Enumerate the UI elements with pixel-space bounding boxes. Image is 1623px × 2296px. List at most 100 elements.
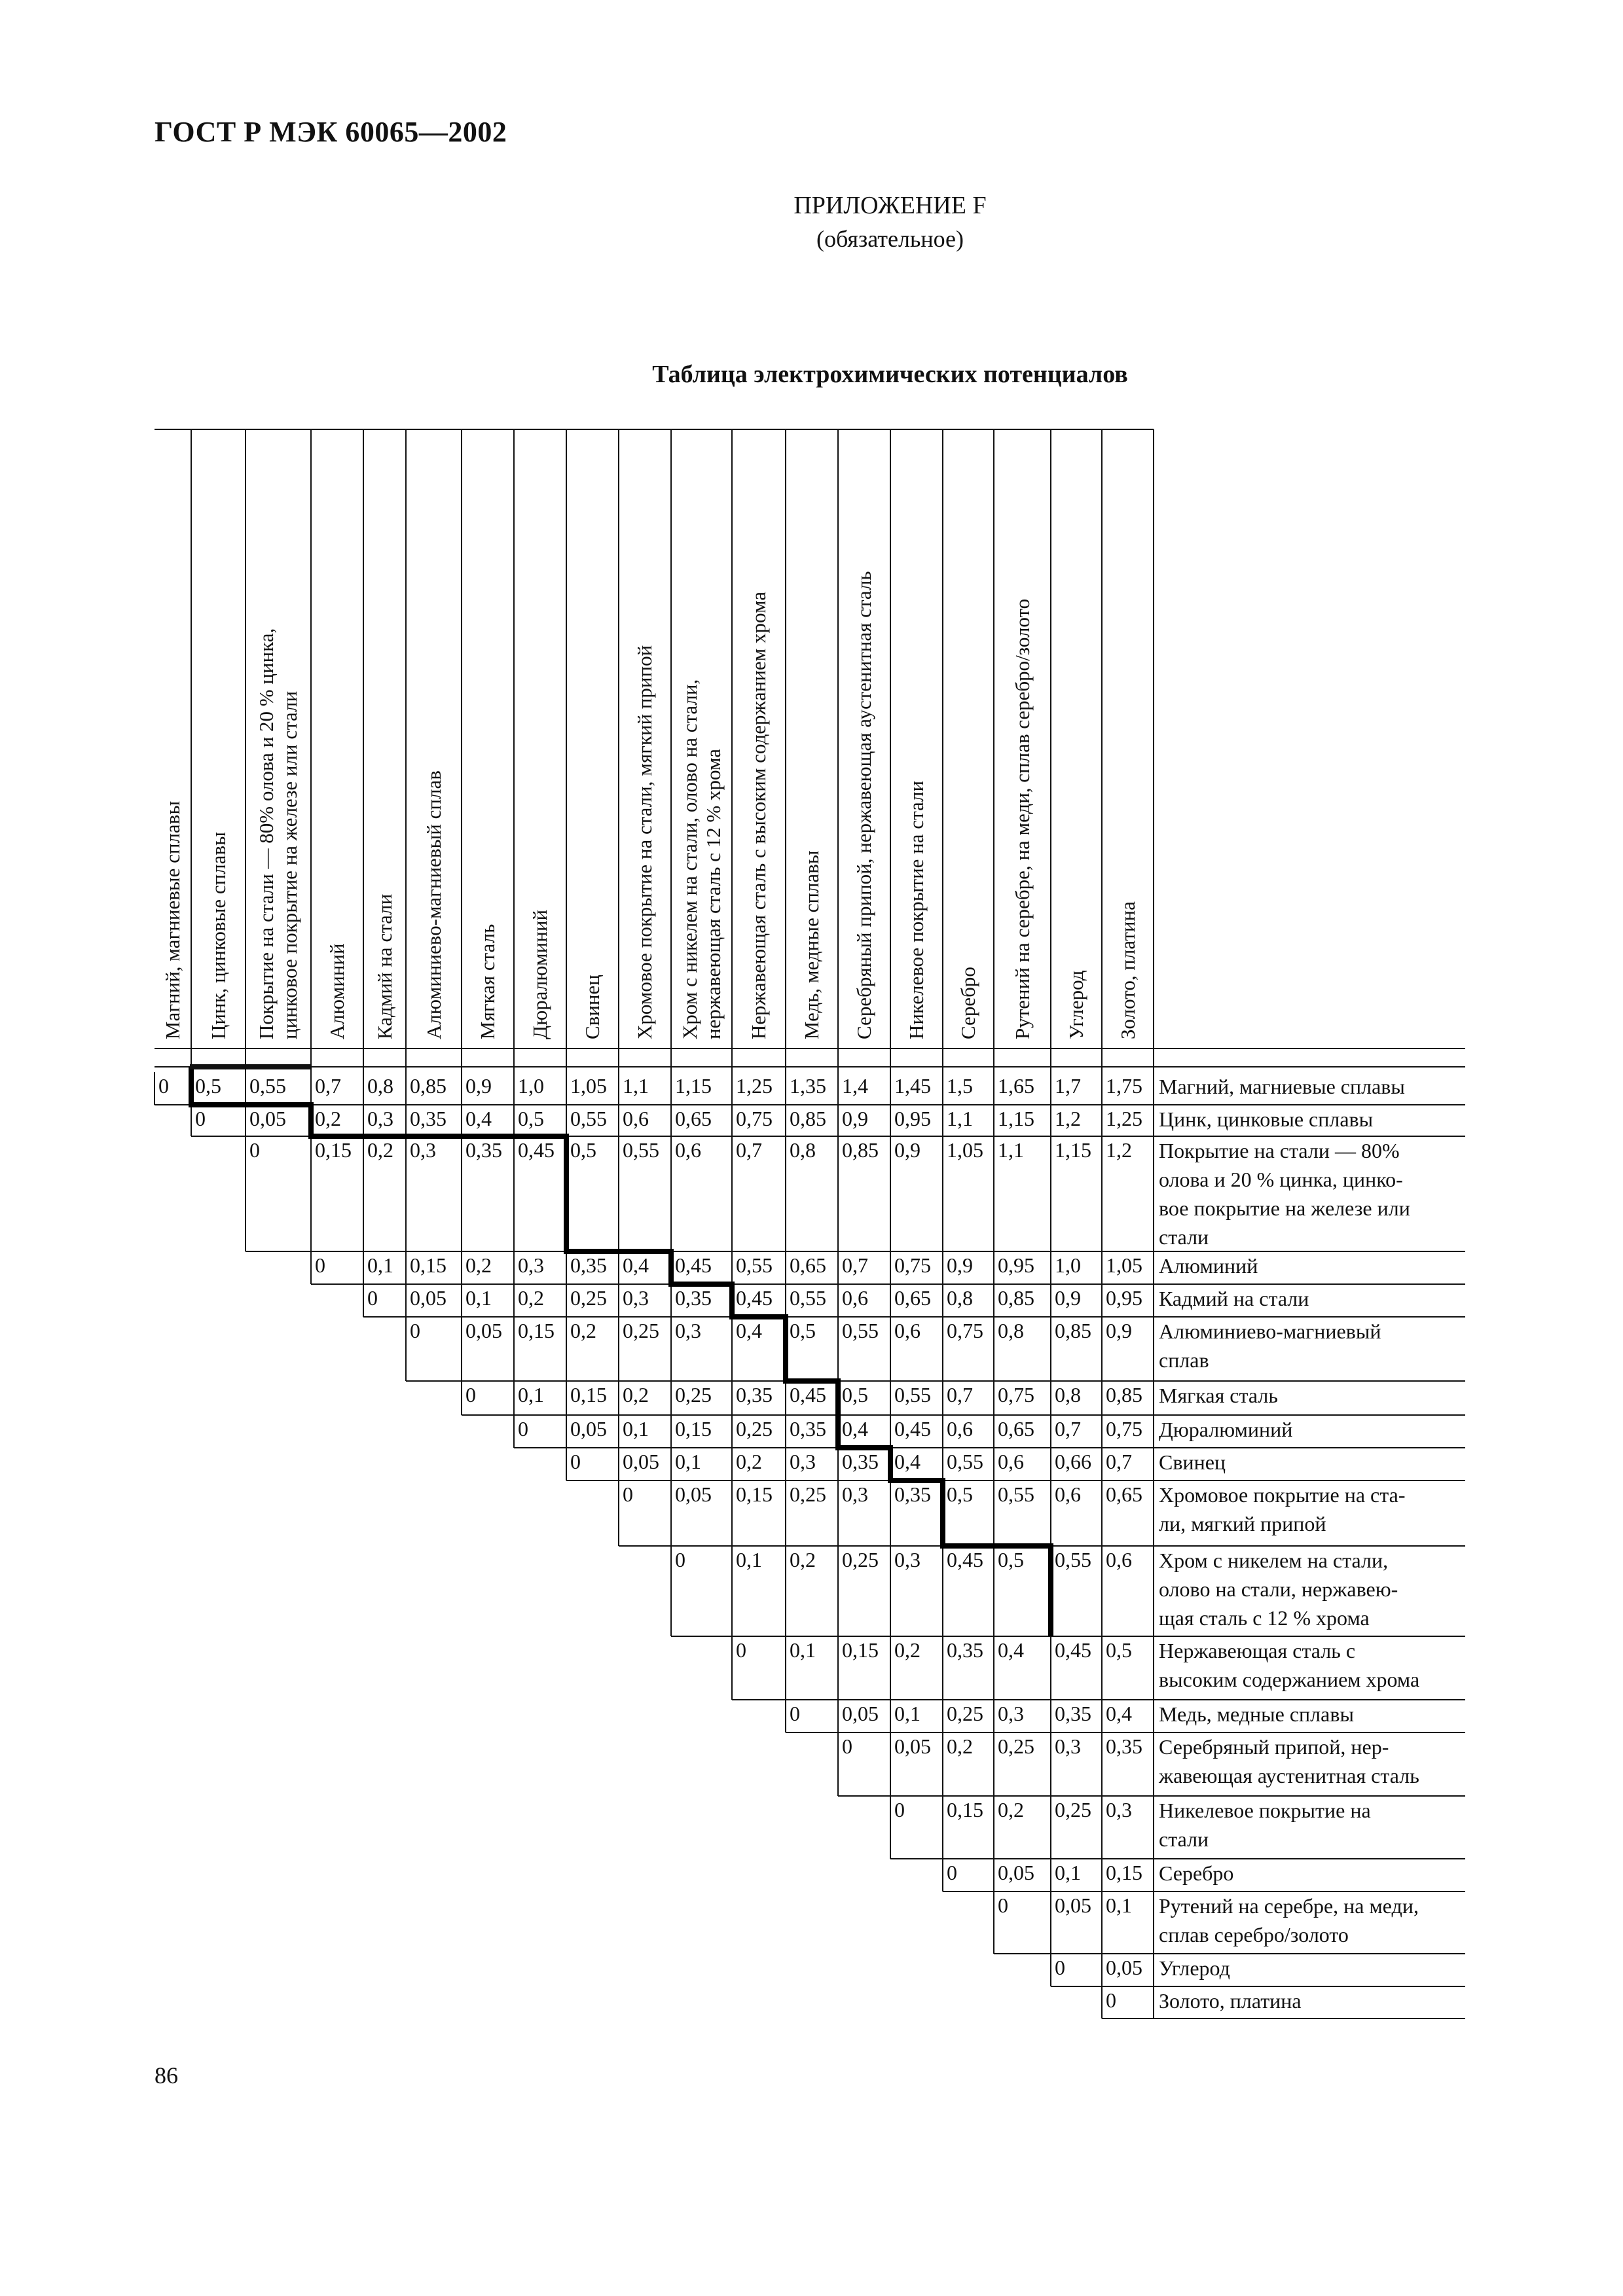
table-cell: 0,75 bbox=[947, 1319, 983, 1342]
table-cell: 0 bbox=[158, 1074, 169, 1098]
row-label: Свинец bbox=[1159, 1448, 1460, 1477]
table-cell: 0,05 bbox=[410, 1286, 447, 1310]
table-cell: 0,8 bbox=[998, 1319, 1024, 1342]
table-cell: 0,25 bbox=[623, 1319, 659, 1342]
table-cell: 0,55 bbox=[842, 1319, 879, 1342]
table-cell: 0,2 bbox=[518, 1286, 544, 1310]
table-cell: 0,25 bbox=[736, 1417, 773, 1441]
table-cell: 1,15 bbox=[1055, 1138, 1091, 1162]
table-cell: 0,35 bbox=[675, 1286, 712, 1310]
table-cell: 0,65 bbox=[998, 1417, 1034, 1441]
table-cell: 0,4 bbox=[842, 1417, 868, 1441]
table-cell: 1,45 bbox=[894, 1074, 931, 1098]
table-cell: 0,75 bbox=[1106, 1417, 1142, 1441]
table-cell: 0,05 bbox=[842, 1702, 879, 1725]
table-cell: 1,4 bbox=[842, 1074, 868, 1098]
table-cell: 1,05 bbox=[1106, 1253, 1142, 1277]
row-label: Золото, платина bbox=[1159, 1986, 1460, 2015]
column-header: Покрытие на стали — 80% олова и 20 % цин… bbox=[255, 628, 278, 1039]
table-cell: 1,1 bbox=[623, 1074, 649, 1098]
row-label-line: Углерод bbox=[1159, 1956, 1230, 1980]
table-cell: 0,4 bbox=[465, 1107, 492, 1130]
row-label-line: Магний, магниевые сплавы bbox=[1159, 1075, 1405, 1098]
table-cell: 0,85 bbox=[410, 1074, 447, 1098]
table-cell: 0,66 bbox=[1055, 1450, 1091, 1473]
table-cell: 1,1 bbox=[947, 1107, 973, 1130]
table-cell: 0,4 bbox=[998, 1638, 1024, 1662]
table-cell: 0,3 bbox=[518, 1253, 544, 1277]
table-cell: 0,6 bbox=[675, 1138, 701, 1162]
table-cell: 0,75 bbox=[894, 1253, 931, 1277]
table-cell: 0,1 bbox=[518, 1383, 544, 1407]
table-cell: 0,25 bbox=[790, 1482, 826, 1506]
table-cell: 1,15 bbox=[675, 1074, 712, 1098]
table-cell: 0,5 bbox=[947, 1482, 973, 1506]
column-header: Нержавеющая сталь с высоким содержанием … bbox=[747, 591, 770, 1039]
table-cell: 0 bbox=[842, 1734, 852, 1758]
table-cell: 0,8 bbox=[790, 1138, 816, 1162]
table-cell: 0,3 bbox=[410, 1138, 436, 1162]
table-cell: 0,2 bbox=[623, 1383, 649, 1407]
table-cell: 0,3 bbox=[894, 1548, 921, 1571]
column-header: Кадмий на стали bbox=[373, 893, 396, 1039]
column-header: Серебряный припой, нержавеющая аустенитн… bbox=[852, 571, 875, 1039]
table-cell: 0,35 bbox=[947, 1638, 983, 1662]
column-header: Серебро bbox=[957, 967, 979, 1039]
table-cell: 0,05 bbox=[675, 1482, 712, 1506]
table-cell: 0,5 bbox=[790, 1319, 816, 1342]
table-cell: 0,1 bbox=[736, 1548, 762, 1571]
table-cell: 0,05 bbox=[894, 1734, 931, 1758]
table-cell: 0,2 bbox=[790, 1548, 816, 1571]
table-cell: 0,6 bbox=[894, 1319, 921, 1342]
table-cell: 0,3 bbox=[623, 1286, 649, 1310]
table-cell: 0,15 bbox=[315, 1138, 352, 1162]
table-cell: 1,25 bbox=[1106, 1107, 1142, 1130]
table-cell: 0,1 bbox=[367, 1253, 393, 1277]
column-header: Цинк, цинковые сплавы bbox=[206, 832, 230, 1039]
row-label-line: Рутений на серебре, на меди, bbox=[1159, 1894, 1419, 1918]
table-cell: 0,6 bbox=[947, 1417, 973, 1441]
table-cell: 0,95 bbox=[1106, 1286, 1142, 1310]
table-cell: 0,85 bbox=[842, 1138, 879, 1162]
column-header: цинковое покрытие на железе или стали bbox=[278, 691, 301, 1039]
table-cell: 0,2 bbox=[315, 1107, 341, 1130]
table-cell: 1,0 bbox=[1055, 1253, 1081, 1277]
table-cell: 0,25 bbox=[842, 1548, 879, 1571]
row-label: Никелевое покрытие на стали bbox=[1159, 1796, 1460, 1854]
table-cell: 0,35 bbox=[1106, 1734, 1142, 1758]
table-cell: 0,65 bbox=[675, 1107, 712, 1130]
column-header: Дюралюминий bbox=[528, 909, 551, 1039]
table-cell: 0,1 bbox=[790, 1638, 816, 1662]
table-cell: 0,35 bbox=[465, 1138, 502, 1162]
table-cell: 0 bbox=[790, 1702, 800, 1725]
table-cell: 1,35 bbox=[790, 1074, 826, 1098]
table-cell: 0 bbox=[570, 1450, 581, 1473]
page-number: 86 bbox=[155, 2062, 178, 2089]
table-cell: 0,25 bbox=[947, 1702, 983, 1725]
row-label-line: Хром с никелем на стали, bbox=[1159, 1549, 1389, 1572]
table-cell: 0,15 bbox=[675, 1417, 712, 1441]
table-cell: 0,25 bbox=[998, 1734, 1034, 1758]
row-label: Хром с никелем на стали, олово на стали, … bbox=[1159, 1546, 1460, 1632]
table-cell: 0,55 bbox=[998, 1482, 1034, 1506]
row-label: Медь, медные сплавы bbox=[1159, 1700, 1460, 1729]
table-cell: 0,05 bbox=[1055, 1893, 1091, 1917]
row-label-line: Дюралюминий bbox=[1159, 1418, 1293, 1441]
table-cell: 0,55 bbox=[894, 1383, 931, 1407]
table-cell: 1,05 bbox=[570, 1074, 607, 1098]
table-cell: 0,35 bbox=[790, 1417, 826, 1441]
table-cell: 0,85 bbox=[1055, 1319, 1091, 1342]
table-cell: 0,5 bbox=[570, 1138, 596, 1162]
table-cell: 0,15 bbox=[518, 1319, 555, 1342]
annex-note: (обязательное) bbox=[816, 226, 964, 252]
column-header: Хром с никелем на стали, олово на стали, bbox=[678, 679, 701, 1039]
table-cell: 0,35 bbox=[570, 1253, 607, 1277]
table-cell: 0,35 bbox=[1055, 1702, 1091, 1725]
table-cell: 0,7 bbox=[315, 1074, 341, 1098]
table-cell: 0,05 bbox=[1106, 1956, 1142, 1979]
row-label: Хромовое покрытие на ста-ли, мягкий прип… bbox=[1159, 1480, 1460, 1538]
row-label: Нержавеющая сталь с высоким содержанием х… bbox=[1159, 1636, 1460, 1694]
row-label-line: сплав серебро/золото bbox=[1159, 1923, 1349, 1946]
table-cell: 0,6 bbox=[998, 1450, 1024, 1473]
table-cell: 0 bbox=[998, 1893, 1008, 1917]
